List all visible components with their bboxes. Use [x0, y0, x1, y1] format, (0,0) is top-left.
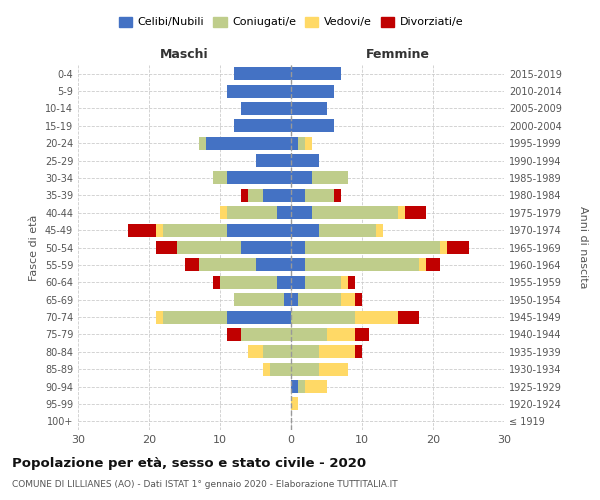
Bar [348, 276, 355, 289]
Bar [291, 154, 319, 167]
Bar [291, 67, 341, 80]
Text: Popolazione per età, sesso e stato civile - 2020: Popolazione per età, sesso e stato civil… [12, 458, 366, 470]
Bar [277, 276, 291, 289]
Bar [156, 224, 163, 236]
Bar [234, 293, 284, 306]
Bar [305, 258, 419, 272]
Bar [291, 398, 298, 410]
Bar [291, 241, 305, 254]
Bar [376, 224, 383, 236]
Y-axis label: Fasce di età: Fasce di età [29, 214, 39, 280]
Bar [398, 310, 419, 324]
Bar [426, 258, 440, 272]
Bar [227, 224, 291, 236]
Bar [248, 189, 263, 202]
Bar [305, 189, 334, 202]
Bar [227, 206, 277, 220]
Bar [234, 67, 291, 80]
Bar [227, 310, 291, 324]
Bar [355, 328, 369, 341]
Bar [163, 310, 227, 324]
Bar [291, 293, 298, 306]
Bar [298, 136, 305, 149]
Bar [447, 241, 469, 254]
Bar [341, 276, 348, 289]
Bar [263, 189, 291, 202]
Bar [241, 241, 291, 254]
Bar [313, 172, 348, 184]
Bar [220, 206, 227, 220]
Text: COMUNE DI LILLIANES (AO) - Dati ISTAT 1° gennaio 2020 - Elaborazione TUTTITALIA.: COMUNE DI LILLIANES (AO) - Dati ISTAT 1°… [12, 480, 398, 489]
Bar [291, 189, 305, 202]
Bar [178, 241, 241, 254]
Bar [291, 120, 334, 132]
Bar [334, 189, 341, 202]
Bar [355, 346, 362, 358]
Bar [341, 293, 355, 306]
Bar [291, 258, 305, 272]
Bar [284, 293, 291, 306]
Bar [319, 362, 348, 376]
Bar [291, 172, 313, 184]
Bar [291, 346, 319, 358]
Legend: Celibi/Nubili, Coniugati/e, Vedovi/e, Divorziati/e: Celibi/Nubili, Coniugati/e, Vedovi/e, Di… [115, 12, 467, 32]
Bar [355, 310, 398, 324]
Bar [291, 276, 305, 289]
Bar [156, 241, 178, 254]
Bar [291, 310, 355, 324]
Bar [291, 328, 326, 341]
Bar [313, 206, 398, 220]
Bar [220, 276, 277, 289]
Bar [199, 136, 206, 149]
Bar [305, 276, 341, 289]
Text: Femmine: Femmine [365, 48, 430, 62]
Bar [128, 224, 156, 236]
Bar [298, 380, 305, 393]
Bar [291, 380, 298, 393]
Bar [298, 293, 341, 306]
Bar [270, 362, 291, 376]
Bar [305, 241, 440, 254]
Bar [256, 258, 291, 272]
Bar [291, 136, 298, 149]
Bar [199, 258, 256, 272]
Bar [404, 206, 426, 220]
Bar [319, 224, 376, 236]
Y-axis label: Anni di nascita: Anni di nascita [578, 206, 589, 289]
Bar [291, 206, 313, 220]
Bar [241, 328, 291, 341]
Bar [248, 346, 263, 358]
Bar [241, 102, 291, 115]
Bar [213, 276, 220, 289]
Bar [440, 241, 447, 254]
Bar [319, 346, 355, 358]
Bar [234, 120, 291, 132]
Bar [355, 293, 362, 306]
Bar [206, 136, 291, 149]
Bar [305, 380, 326, 393]
Bar [305, 136, 313, 149]
Bar [156, 310, 163, 324]
Bar [213, 172, 227, 184]
Bar [163, 224, 227, 236]
Bar [398, 206, 404, 220]
Bar [185, 258, 199, 272]
Bar [256, 154, 291, 167]
Bar [263, 362, 270, 376]
Bar [277, 206, 291, 220]
Bar [227, 84, 291, 98]
Bar [291, 224, 319, 236]
Text: Maschi: Maschi [160, 48, 209, 62]
Bar [419, 258, 426, 272]
Bar [227, 328, 241, 341]
Bar [291, 102, 326, 115]
Bar [263, 346, 291, 358]
Bar [241, 189, 248, 202]
Bar [326, 328, 355, 341]
Bar [291, 84, 334, 98]
Bar [227, 172, 291, 184]
Bar [291, 362, 319, 376]
